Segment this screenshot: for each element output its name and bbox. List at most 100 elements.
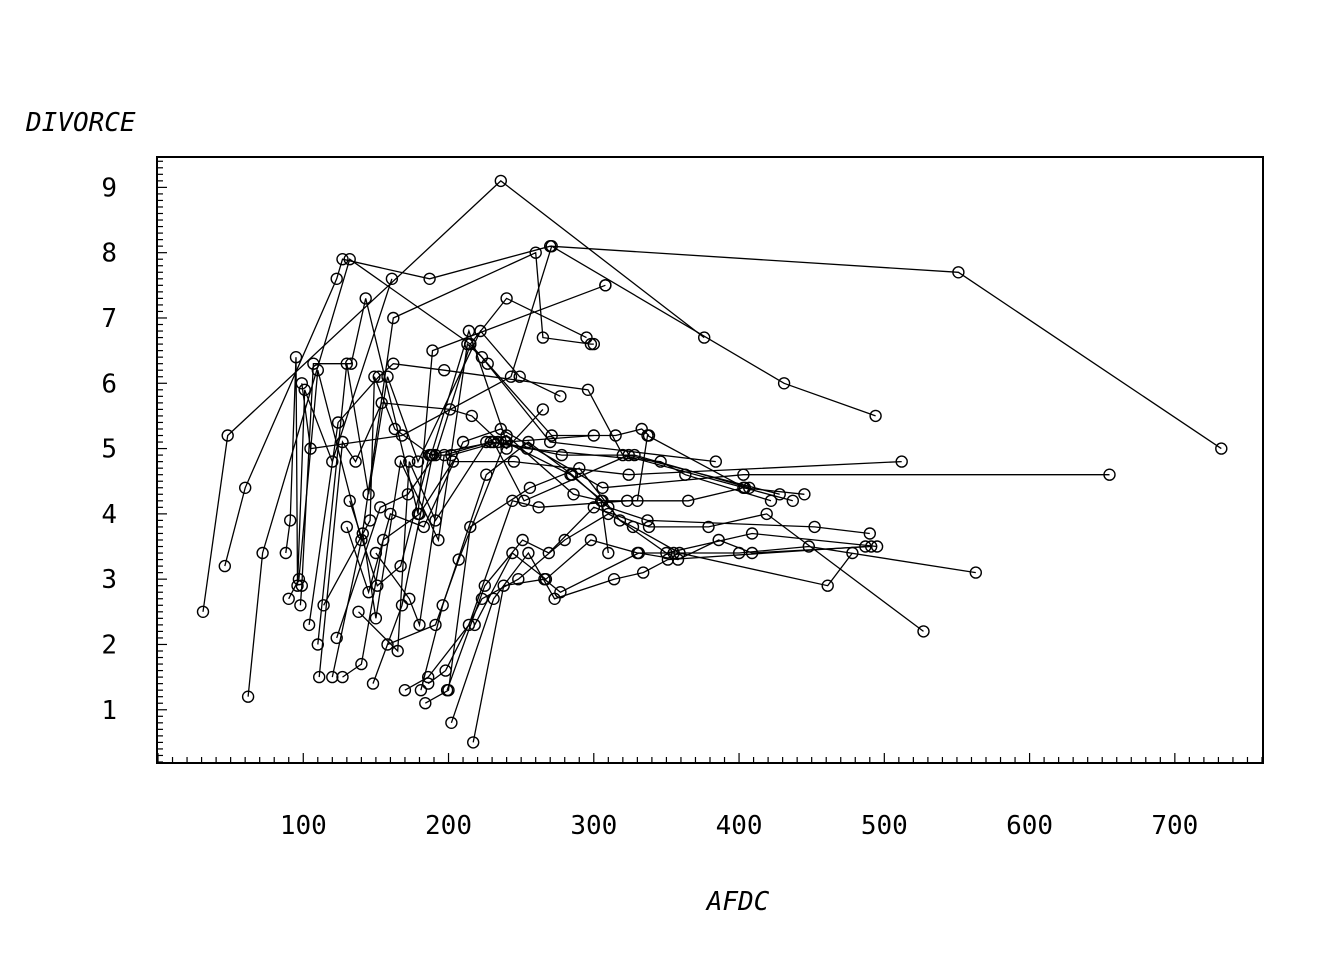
data-point <box>317 599 330 612</box>
data-point <box>500 292 513 305</box>
data-point <box>506 494 519 507</box>
data-point <box>584 337 598 351</box>
series-23 <box>419 462 884 710</box>
series-line <box>375 441 772 628</box>
data-point <box>403 455 416 468</box>
data-point <box>326 670 339 684</box>
data-point <box>869 409 882 423</box>
data-point <box>394 559 407 573</box>
data-point <box>637 566 650 579</box>
data-point <box>366 677 380 690</box>
data-point <box>808 520 821 534</box>
series-line <box>450 545 866 724</box>
series-24 <box>422 507 859 690</box>
data-point <box>330 631 343 645</box>
data-point <box>698 331 711 344</box>
data-point <box>345 357 358 370</box>
data-point <box>545 429 558 442</box>
data-point <box>355 533 368 547</box>
data-point <box>764 494 778 507</box>
data-point <box>387 311 400 325</box>
series-21 <box>398 481 811 697</box>
series-line <box>420 441 870 691</box>
series-line <box>202 180 705 612</box>
data-point <box>682 494 695 507</box>
data-point <box>292 573 306 586</box>
data-point <box>362 586 375 599</box>
data-point <box>298 383 311 396</box>
data-point <box>667 546 680 560</box>
series-line <box>346 428 1110 595</box>
data-point <box>504 370 518 383</box>
series-line <box>372 441 750 684</box>
data-point <box>462 324 476 338</box>
series-line <box>301 245 876 450</box>
data-point <box>567 488 580 501</box>
data-point <box>581 383 595 396</box>
data-point <box>368 370 381 383</box>
data-point <box>381 638 394 651</box>
series-25 <box>440 501 930 697</box>
data-point <box>709 455 722 468</box>
series-line <box>317 329 561 645</box>
data-point <box>403 592 416 605</box>
series-15 <box>340 422 1116 599</box>
data-point <box>465 409 478 423</box>
data-point <box>411 455 425 468</box>
data-point <box>331 416 345 429</box>
data-point <box>377 533 390 547</box>
series-line <box>224 245 1222 567</box>
series-line <box>299 284 606 606</box>
data-point <box>387 357 400 370</box>
data-point <box>555 448 568 462</box>
tick-layer: 100 200 300 400 500 600 700 1 2 3 4 5 6 7 8 9 <box>101 160 1263 841</box>
series-28 <box>468 533 982 632</box>
data-point <box>413 618 426 632</box>
data-point <box>587 337 600 351</box>
series-7 <box>295 239 882 455</box>
data-point <box>506 546 519 560</box>
x-tick-label: 400 <box>716 811 763 841</box>
data-point <box>481 357 494 370</box>
data-point <box>313 670 326 684</box>
data-point <box>371 579 384 592</box>
data-point <box>307 357 320 370</box>
data-point <box>461 337 474 351</box>
series-line <box>446 506 924 691</box>
data-point <box>500 429 513 442</box>
data-point <box>821 579 834 592</box>
data-point <box>352 605 365 618</box>
data-point <box>679 468 692 481</box>
data-point <box>294 599 307 612</box>
data-point <box>602 546 615 560</box>
data-point <box>369 612 383 625</box>
y-tick-label: 7 <box>101 304 117 334</box>
data-point <box>374 501 387 514</box>
data-point <box>529 246 542 259</box>
data-point <box>584 533 598 547</box>
data-point <box>452 553 465 566</box>
data-point <box>507 455 521 468</box>
data-point <box>596 481 609 494</box>
data-point <box>798 488 811 501</box>
data-point <box>613 514 627 527</box>
series-26 <box>445 540 872 729</box>
data-point <box>436 599 449 612</box>
data-point <box>359 292 372 305</box>
series-3 <box>241 253 593 703</box>
x-tick-label: 500 <box>861 811 908 841</box>
data-point <box>478 579 491 592</box>
y-tick-label: 9 <box>101 173 117 203</box>
data-point <box>256 546 269 560</box>
data-point <box>438 364 451 377</box>
data-point <box>295 377 308 390</box>
data-point <box>654 455 667 468</box>
data-point <box>554 586 567 599</box>
data-point <box>745 546 759 560</box>
y-tick-label: 2 <box>101 631 117 661</box>
data-point <box>777 377 791 390</box>
data-point <box>439 664 452 677</box>
series-13 <box>330 337 656 645</box>
data-point <box>282 592 295 605</box>
data-point <box>532 501 545 514</box>
